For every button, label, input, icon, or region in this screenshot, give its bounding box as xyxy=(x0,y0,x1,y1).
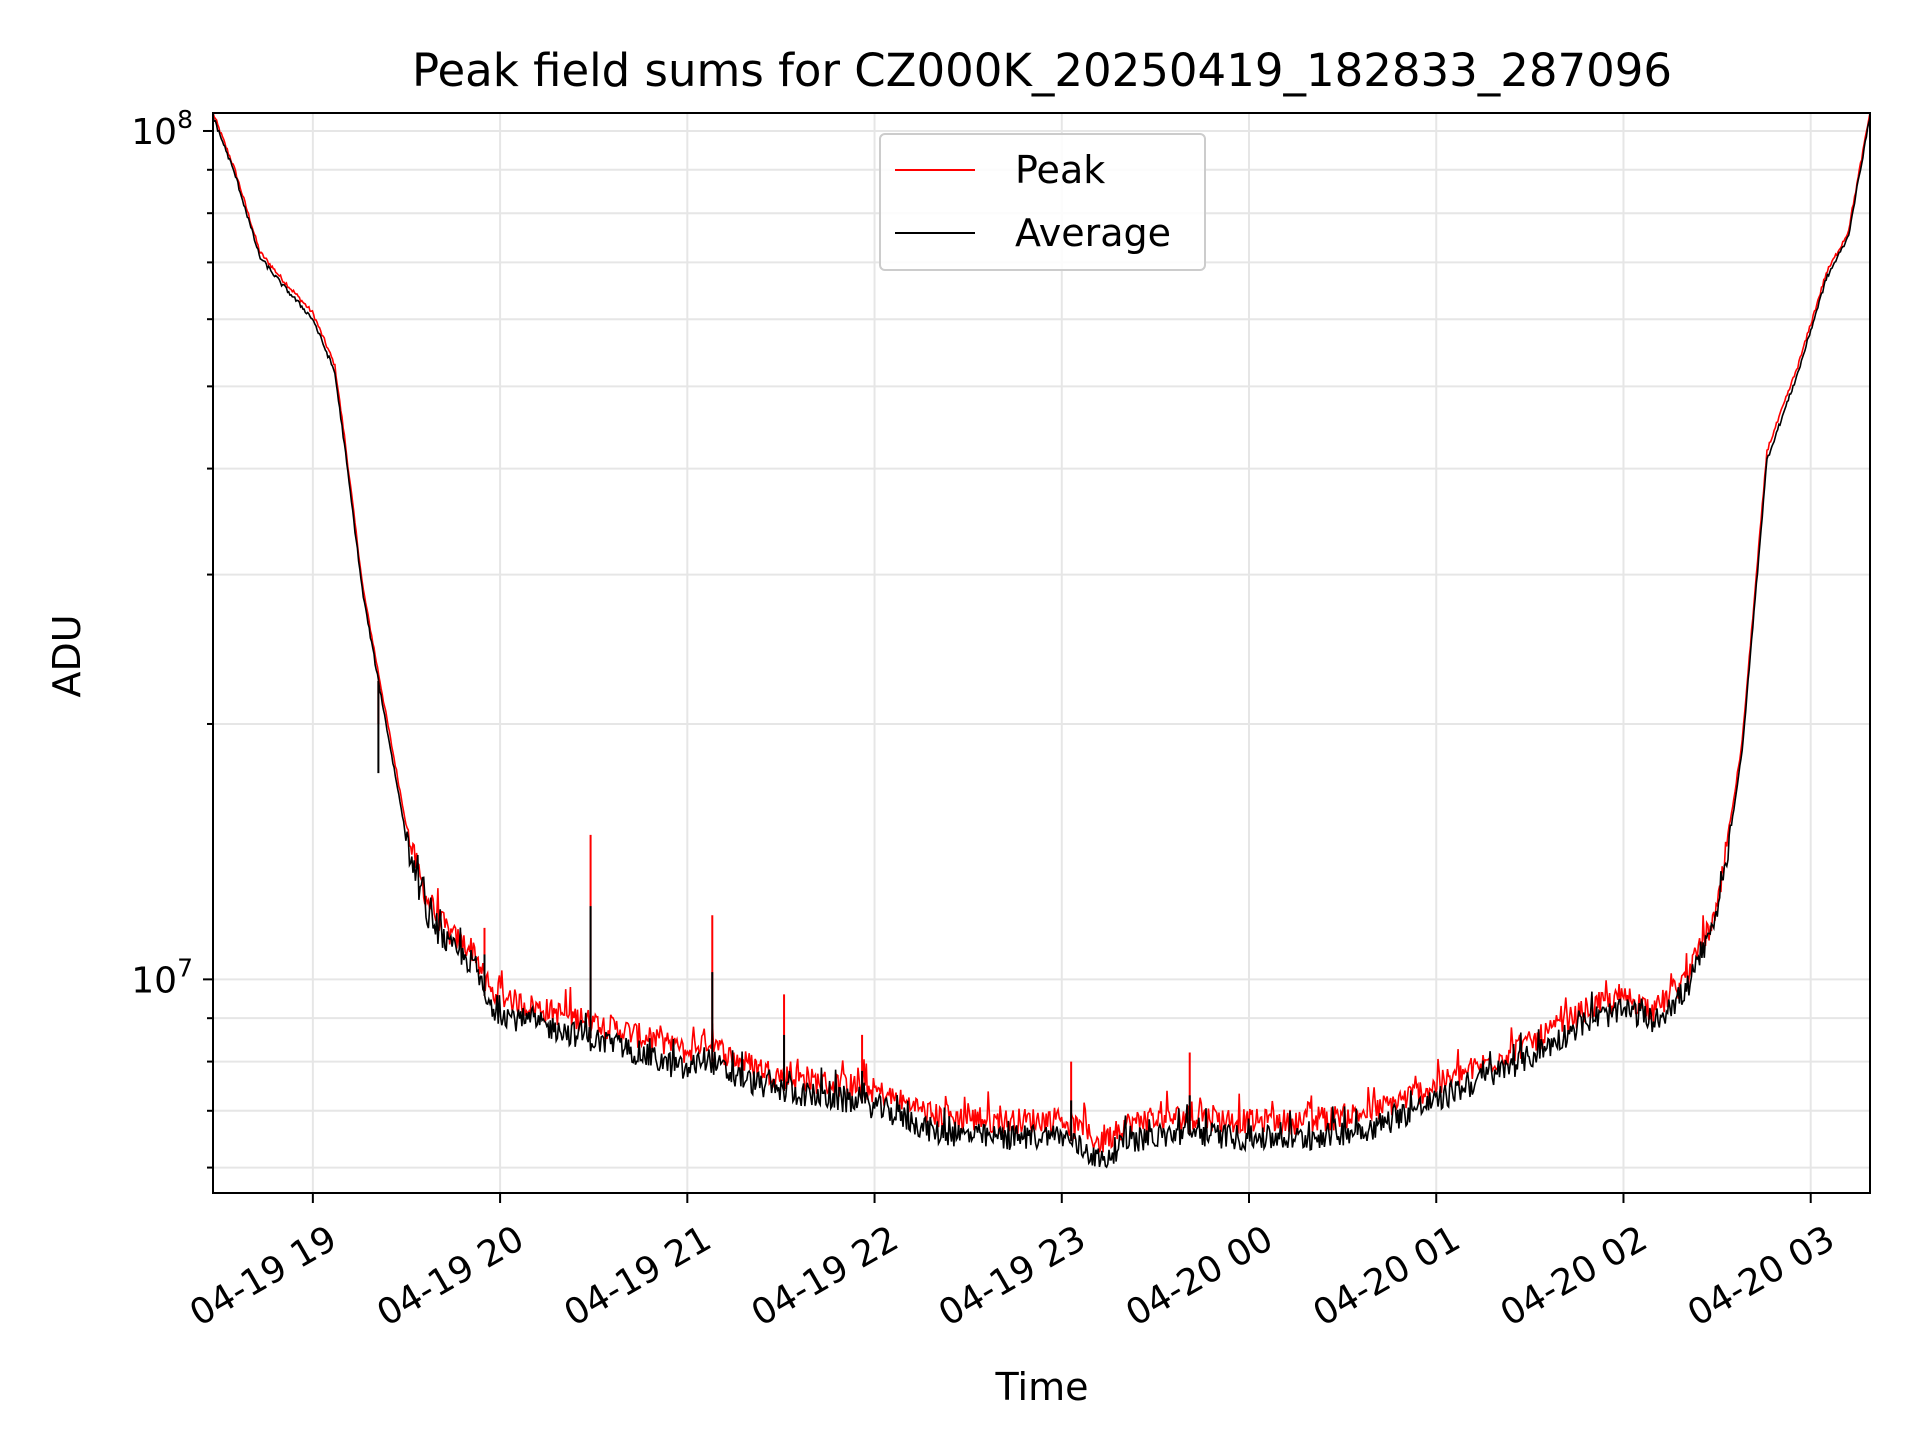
y-axis-label: ADU xyxy=(45,614,89,697)
legend: Peak Average xyxy=(879,133,1206,271)
legend-box xyxy=(879,133,1206,271)
y-tick-base: 10 xyxy=(131,960,177,1001)
series-line-average xyxy=(212,116,1871,1169)
axes-frame xyxy=(212,112,1871,1194)
y-tick-exponent: 7 xyxy=(177,953,193,982)
series-line-peak xyxy=(212,112,1871,1153)
y-tick-exponent: 8 xyxy=(177,105,193,134)
y-tick-label: 107 xyxy=(131,953,193,1001)
x-axis-label: Time xyxy=(995,1365,1089,1409)
legend-label-peak: Peak xyxy=(1015,148,1105,192)
y-tick-label: 108 xyxy=(131,105,193,153)
chart-title: Peak field sums for CZ000K_20250419_1828… xyxy=(412,44,1672,97)
y-tick-base: 10 xyxy=(131,112,177,153)
legend-label-average: Average xyxy=(1015,211,1171,255)
plot-area xyxy=(212,112,1871,1169)
